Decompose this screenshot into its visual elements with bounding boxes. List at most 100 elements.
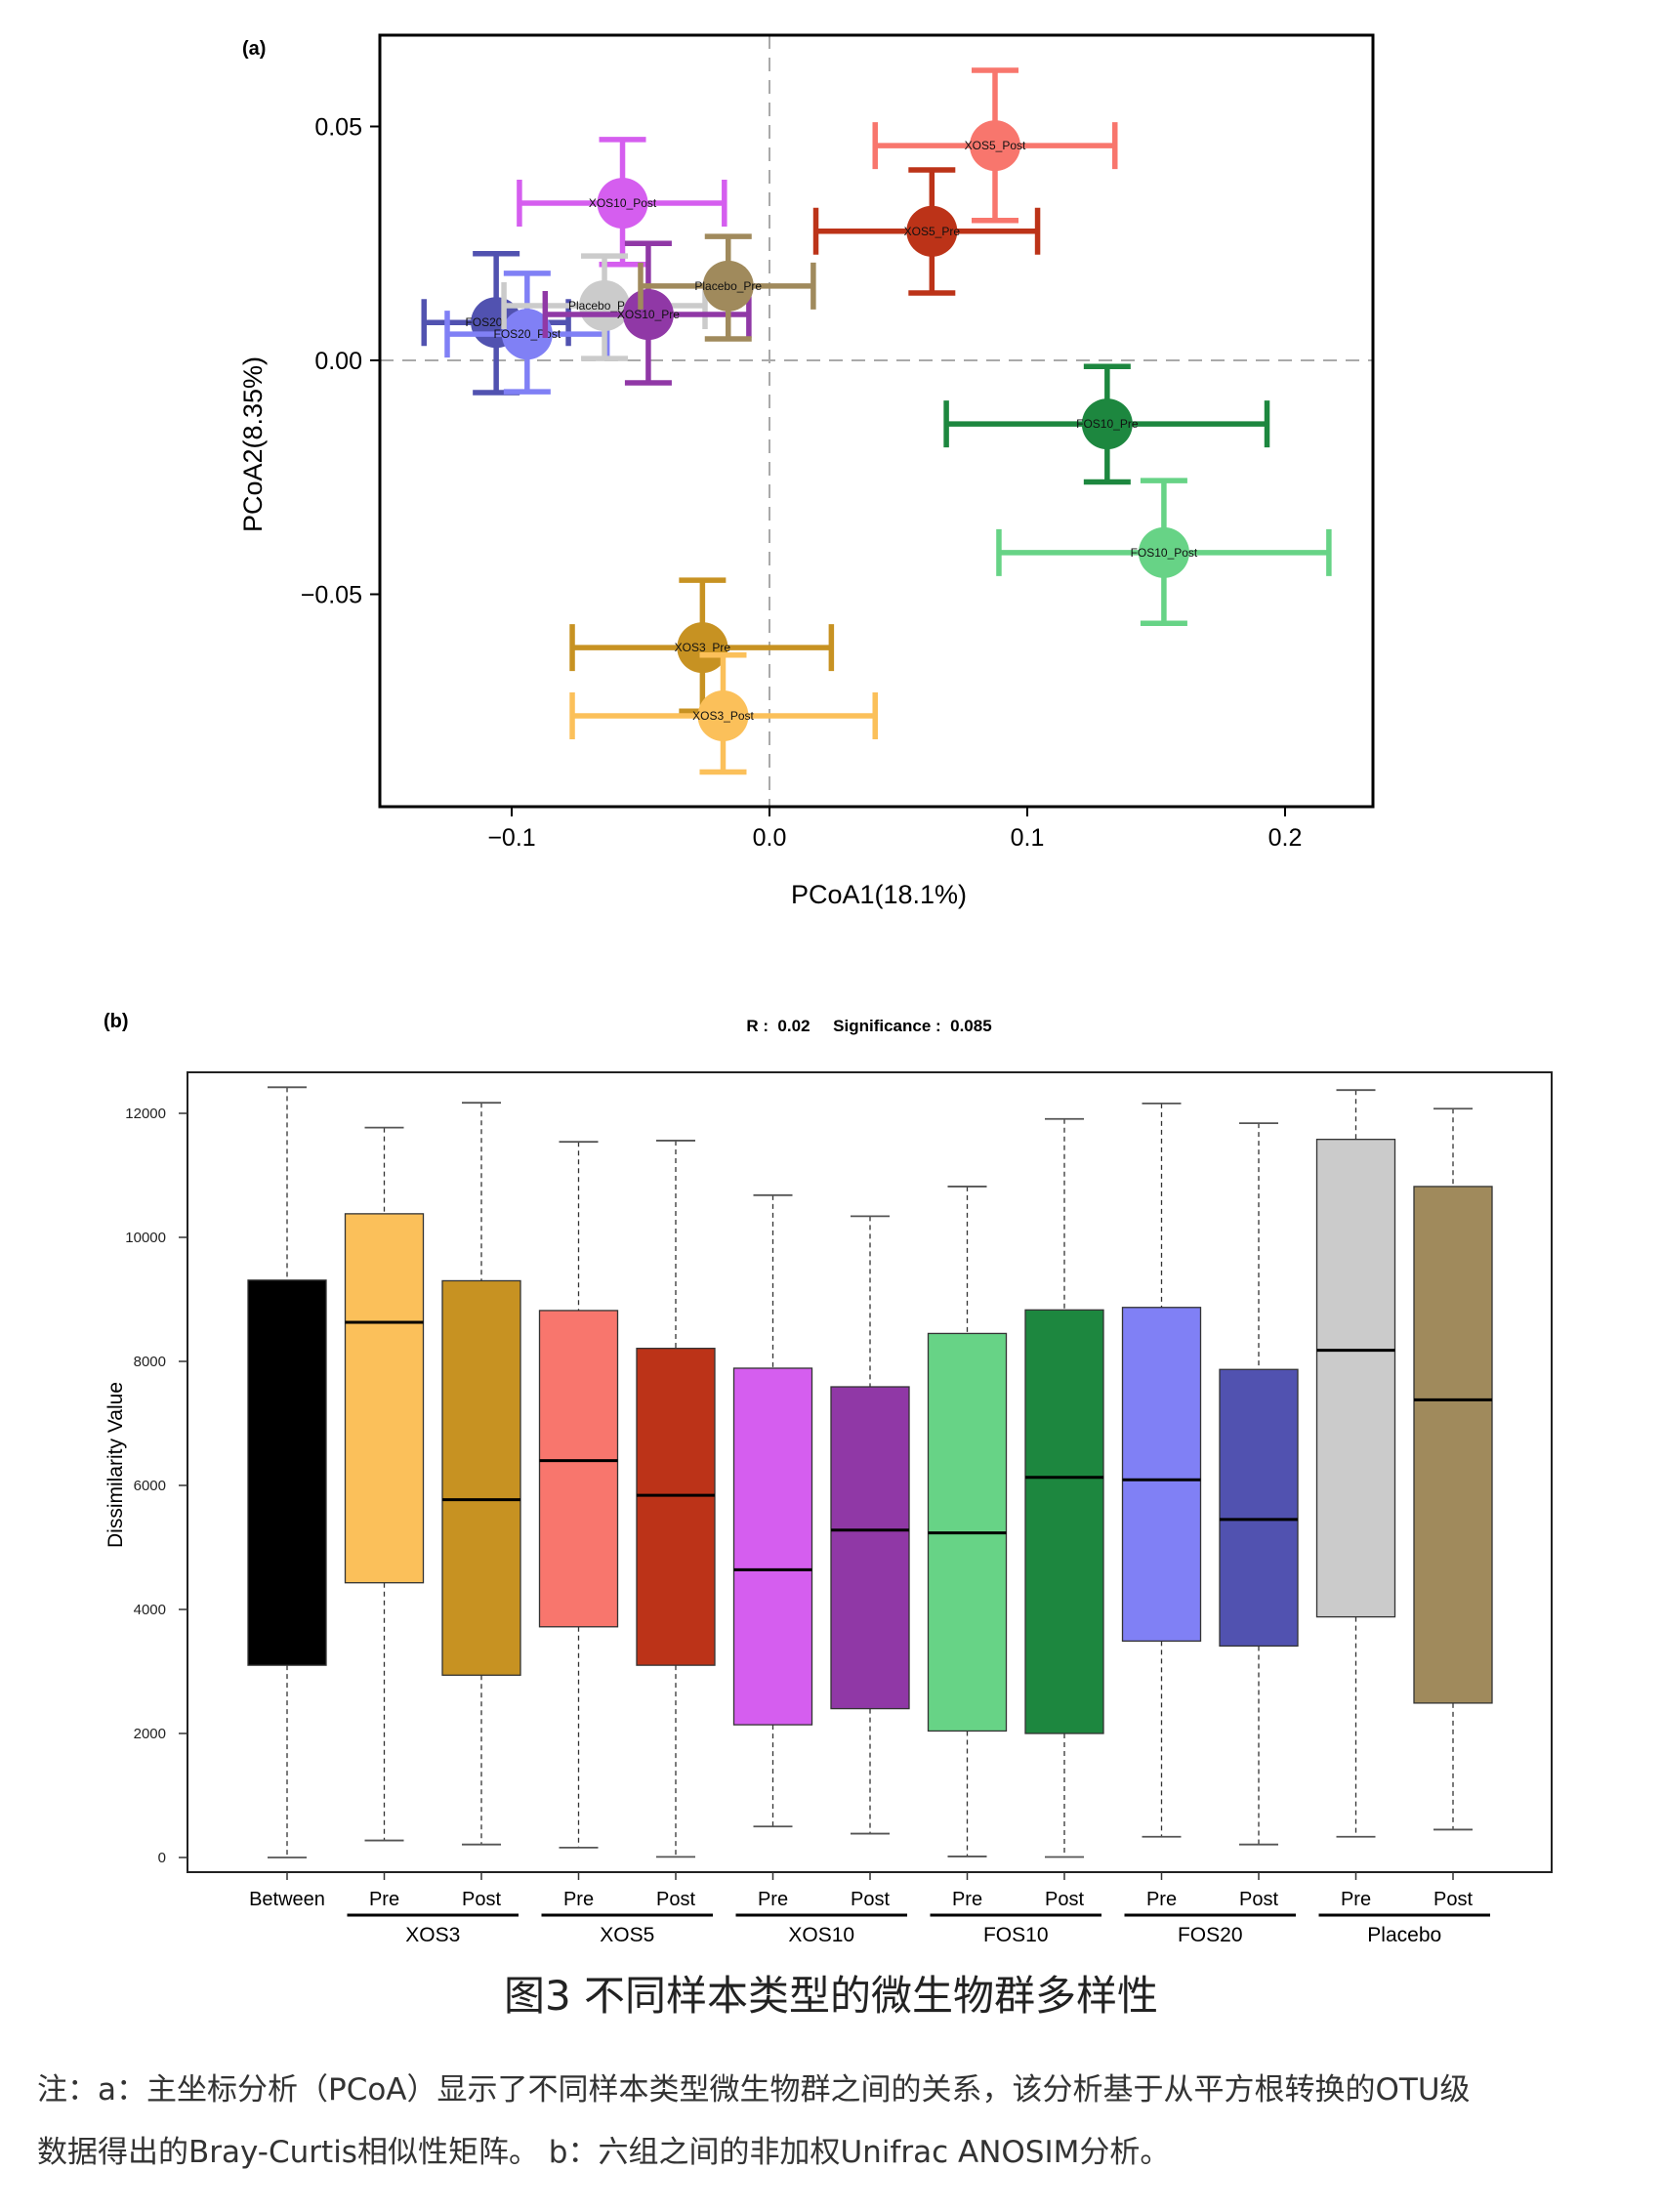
pcoa-point-label: XOS5_Pre bbox=[904, 225, 961, 238]
box-group-label: Placebo bbox=[1367, 1924, 1441, 1946]
pcoa-point-label: FOS20_Post bbox=[493, 327, 561, 341]
box-group-label: FOS20 bbox=[1178, 1924, 1243, 1946]
pcoa-point-label: FOS10_Pre bbox=[1076, 417, 1139, 431]
box-series bbox=[1413, 1107, 1493, 1831]
box-series bbox=[247, 1086, 327, 1858]
pcoa-y-tick-label: −0.05 bbox=[301, 582, 362, 609]
box-x-tick-label: Post bbox=[1433, 1889, 1473, 1910]
pcoa-y-tick-label: 0.05 bbox=[314, 114, 362, 142]
anosim-panel: (b) R : 0.02 Significance : 0.085 0 2000 4… bbox=[104, 1011, 1553, 1946]
box-iqr bbox=[1413, 1186, 1493, 1704]
pcoa-point bbox=[622, 289, 674, 341]
pcoa-point-label: XOS10_Post bbox=[589, 196, 657, 210]
pcoa-point-label: XOS3_Post bbox=[692, 709, 754, 723]
figure-note-line-2: 数据得出的Bray-Curtis相似性矩阵。 b：六组之间的非加权Unifrac… bbox=[37, 2135, 1171, 2170]
pcoa-point bbox=[697, 690, 749, 742]
box-group-label: XOS10 bbox=[788, 1924, 854, 1946]
pcoa-point bbox=[1138, 526, 1189, 578]
box-x-tick-label: Pre bbox=[1146, 1889, 1177, 1910]
box-y-tick-label: 4000 bbox=[134, 1602, 166, 1618]
box-y-tick-label: 2000 bbox=[134, 1726, 166, 1742]
box-x-tick-label: Post bbox=[462, 1889, 501, 1910]
box-iqr bbox=[344, 1213, 425, 1584]
box-iqr bbox=[636, 1348, 716, 1666]
pcoa-point-group: FOS10_Post bbox=[996, 478, 1332, 626]
pcoa-y-axis-title: PCoA2(8.35%) bbox=[238, 356, 268, 532]
panel-b-label: (b) bbox=[104, 1011, 129, 1032]
pcoa-x-tick-label: 0.1 bbox=[1011, 824, 1045, 852]
pcoa-point-label: XOS3_Pre bbox=[675, 641, 731, 654]
box-series bbox=[1121, 1102, 1202, 1838]
pcoa-point-group: XOS5_Post bbox=[872, 67, 1118, 224]
box-y-tick-label: 12000 bbox=[125, 1106, 166, 1122]
box-y-tick-label: 0 bbox=[158, 1850, 166, 1866]
pcoa-plot-frame bbox=[378, 33, 1375, 809]
figure-note-line-1: 注：a：主坐标分析（PCoA）显示了不同样本类型微生物群之间的关系，该分析基于从… bbox=[37, 2072, 1471, 2108]
pcoa-point-group: XOS3_Pre bbox=[569, 577, 835, 714]
box-y-axis-title: Dissimilarity Value bbox=[104, 1382, 127, 1548]
pcoa-point-label: XOS10_Pre bbox=[617, 308, 680, 321]
box-series bbox=[1315, 1089, 1396, 1838]
box-group-label: XOS3 bbox=[405, 1924, 460, 1946]
box-iqr bbox=[732, 1367, 813, 1726]
pcoa-point bbox=[677, 622, 728, 674]
pcoa-x-tick-label: 0.0 bbox=[753, 824, 787, 852]
pcoa-point bbox=[501, 309, 553, 360]
pcoa-x-tick-label: 0.2 bbox=[1268, 824, 1303, 852]
pcoa-y-tick-label: 0.00 bbox=[314, 348, 362, 375]
box-series bbox=[636, 1140, 716, 1858]
box-x-tick-label: Pre bbox=[563, 1889, 594, 1910]
pcoa-point bbox=[1081, 398, 1133, 450]
pcoa-point-group: FOS10_Pre bbox=[943, 363, 1270, 485]
pcoa-point bbox=[906, 205, 958, 257]
pcoa-point-group: XOS3_Post bbox=[569, 652, 878, 775]
pcoa-point-group: XOS5_Pre bbox=[812, 167, 1041, 296]
box-x-tick-label: Pre bbox=[758, 1889, 788, 1910]
box-x-tick-label: Between bbox=[249, 1889, 325, 1910]
box-group-label: FOS10 bbox=[983, 1924, 1049, 1946]
box-x-tick-label: Pre bbox=[1341, 1889, 1371, 1910]
box-iqr bbox=[441, 1279, 521, 1676]
box-series bbox=[538, 1141, 619, 1849]
box-series bbox=[441, 1102, 521, 1846]
box-iqr bbox=[247, 1279, 327, 1666]
pcoa-point-label: Placebo_Post bbox=[568, 299, 642, 313]
pcoa-point bbox=[970, 120, 1020, 172]
pcoa-point-group: Placebo_Post bbox=[501, 253, 708, 361]
pcoa-point-label: FOS10_Post bbox=[1131, 546, 1198, 560]
box-iqr bbox=[538, 1310, 619, 1628]
box-x-tick-label: Pre bbox=[952, 1889, 982, 1910]
box-x-tick-label: Post bbox=[1239, 1889, 1278, 1910]
box-iqr bbox=[1219, 1368, 1299, 1648]
panel-a-label: (a) bbox=[242, 38, 266, 60]
box-x-tick-label: Pre bbox=[369, 1889, 399, 1910]
pcoa-panel: (a) XOS5_PostXOS10_PostXOS5_PreFOS20_Pre… bbox=[238, 33, 1375, 909]
box-iqr bbox=[1315, 1139, 1396, 1618]
figure-caption-title: 图3 不同样本类型的微生物群多样性 bbox=[503, 1972, 1159, 2020]
box-y-tick-label: 6000 bbox=[134, 1478, 166, 1494]
pcoa-point-group: XOS10_Post bbox=[517, 137, 727, 268]
pcoa-point-label: Placebo_Pre bbox=[694, 279, 762, 293]
box-series bbox=[732, 1193, 813, 1828]
pcoa-x-axis-title: PCoA1(18.1%) bbox=[791, 880, 967, 909]
pcoa-point-group: XOS10_Pre bbox=[542, 240, 752, 386]
pcoa-point bbox=[579, 279, 631, 331]
pcoa-point bbox=[702, 260, 754, 312]
box-series bbox=[344, 1126, 425, 1842]
box-x-tick-label: Post bbox=[851, 1889, 890, 1910]
box-y-tick-label: 8000 bbox=[134, 1354, 166, 1370]
box-y-tick-label: 10000 bbox=[125, 1230, 166, 1246]
anosim-title: R : 0.02 Significance : 0.085 bbox=[746, 1017, 991, 1035]
pcoa-x-tick-label: −0.1 bbox=[487, 824, 535, 852]
box-series bbox=[927, 1186, 1008, 1857]
box-iqr bbox=[1121, 1307, 1202, 1643]
box-iqr bbox=[1024, 1309, 1104, 1734]
box-x-tick-label: Post bbox=[656, 1889, 695, 1910]
pcoa-point-group: FOS20_Post bbox=[444, 271, 610, 395]
box-group-label: XOS5 bbox=[600, 1924, 654, 1946]
box-iqr bbox=[830, 1386, 910, 1710]
box-series bbox=[1219, 1122, 1299, 1846]
box-x-tick-label: Post bbox=[1045, 1889, 1084, 1910]
pcoa-point-label: XOS5_Post bbox=[965, 139, 1026, 152]
